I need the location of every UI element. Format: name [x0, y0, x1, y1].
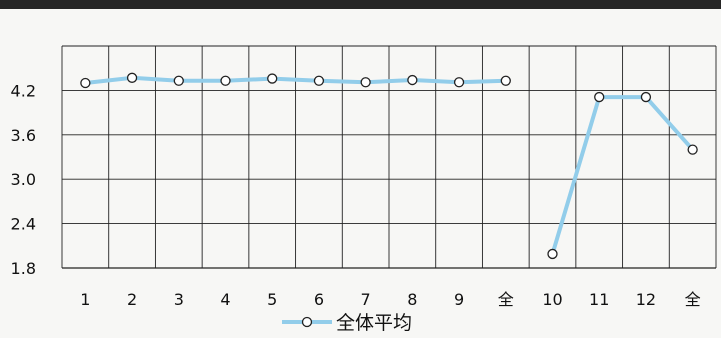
data-point: [640, 91, 652, 103]
series-line: [550, 95, 695, 256]
data-point: [500, 75, 511, 86]
legend: 全体平均: [282, 312, 412, 334]
data-point: [220, 75, 231, 86]
series-layer: [80, 72, 698, 260]
series-line: [83, 75, 508, 85]
data-point: [313, 75, 325, 86]
data-point: [453, 77, 465, 88]
x-tick-label: 7: [361, 290, 371, 309]
x-axis-tick-labels: 1 2 3 4 5 6 7 8 9 全 10 11 12 全: [80, 290, 700, 309]
data-point: [594, 91, 605, 103]
data-point: [407, 74, 418, 86]
x-tick-label: 8: [407, 290, 417, 309]
data-point: [173, 75, 184, 86]
legend-label: 全体平均: [336, 312, 412, 334]
y-tick-label: 3.0: [11, 170, 36, 189]
data-point: [126, 72, 138, 83]
x-tick-label: 5: [267, 290, 277, 309]
y-tick-label: 3.6: [11, 126, 36, 145]
data-point: [360, 77, 371, 88]
y-tick-label: 4.2: [11, 81, 36, 100]
data-point: [80, 77, 91, 89]
top-border: [0, 0, 721, 9]
y-tick-label: 1.8: [11, 259, 36, 278]
x-tick-label: 全: [685, 290, 701, 309]
data-point: [547, 248, 558, 260]
x-tick-label: 4: [220, 290, 230, 309]
x-tick-label: 2: [127, 290, 137, 309]
x-tick-label: 9: [454, 290, 464, 309]
y-axis-tick-labels: 1.8 2.4 3.0 3.6 4.2: [11, 81, 36, 278]
x-tick-label: 11: [589, 290, 609, 309]
x-tick-label: 6: [314, 290, 324, 309]
x-tick-label: 10: [542, 290, 562, 309]
x-tick-label: 1: [80, 290, 90, 309]
x-tick-label: 12: [636, 290, 656, 309]
data-point: [687, 144, 698, 155]
x-tick-label: 全: [498, 290, 514, 309]
x-tick-label: 3: [174, 290, 184, 309]
y-tick-label: 2.4: [11, 215, 36, 234]
legend-marker-swatch: [301, 316, 313, 328]
data-point: [267, 73, 278, 84]
